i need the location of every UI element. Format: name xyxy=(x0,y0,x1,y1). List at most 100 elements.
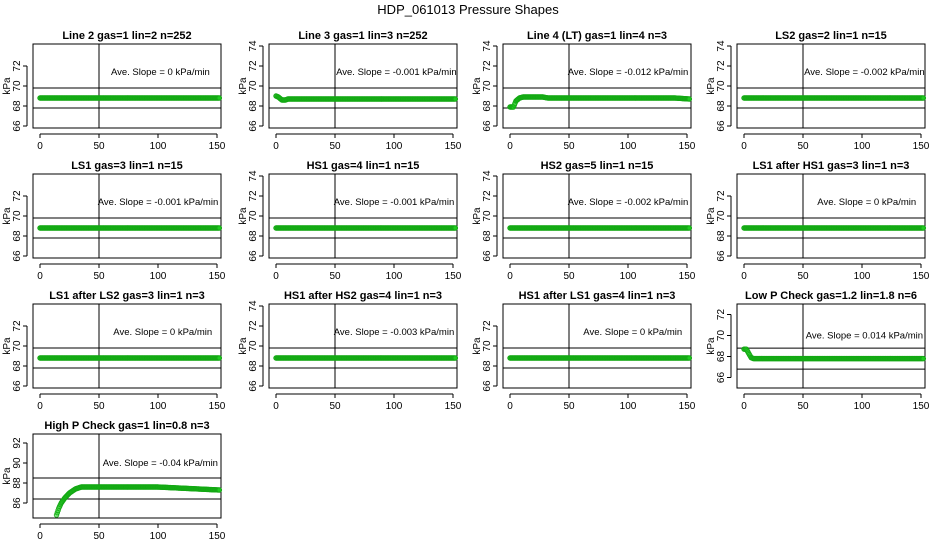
y-tick-label: 72 xyxy=(716,309,727,321)
slope-annotation: Ave. Slope = 0 kPa/min xyxy=(111,67,210,78)
x-tick-label: 150 xyxy=(913,271,930,282)
panel-title: LS1 after LS2 gas=3 lin=1 n=3 xyxy=(49,290,205,302)
panel-2: Line 3 gas=1 lin=3 n=252 0 50 100 150 66 68 70 7… xyxy=(238,30,462,152)
x-tick-label: 150 xyxy=(913,141,930,152)
y-tick-label: 66 xyxy=(248,380,259,392)
data-point xyxy=(216,487,223,493)
x-tick-label: 50 xyxy=(329,141,341,152)
plot-box xyxy=(736,43,926,129)
x-tick-label: 0 xyxy=(507,401,513,412)
slope-annotation: Ave. Slope = -0.001 kPa/min xyxy=(98,197,219,208)
y-tick-label: 72 xyxy=(482,190,493,202)
data-point xyxy=(216,95,223,101)
x-tick-label: 150 xyxy=(679,401,696,412)
panel-12: Low P Check gas=1.2 lin=1.8 n=6 0 50 100 150… xyxy=(706,290,930,412)
x-tick-label: 100 xyxy=(620,271,637,282)
x-tick-label: 0 xyxy=(273,141,279,152)
slope-annotation: Ave. Slope = -0.012 kPa/min xyxy=(568,67,689,78)
data-point xyxy=(452,225,459,231)
x-tick-label: 100 xyxy=(386,271,403,282)
panel-5: LS1 gas=3 lin=1 n=15 0 50 100 150 66 68 70 72 kPa… xyxy=(2,160,226,282)
y-tick-label: 66 xyxy=(248,250,259,262)
y-axis-label: kPa xyxy=(472,337,483,355)
y-tick-label: 70 xyxy=(716,210,727,222)
data-point xyxy=(920,355,927,362)
x-tick-label: 100 xyxy=(150,531,167,540)
x-tick-label: 150 xyxy=(445,271,462,282)
plot-box xyxy=(32,303,222,389)
x-tick-label: 50 xyxy=(563,271,575,282)
y-tick-label: 70 xyxy=(482,210,493,222)
panel-title: Line 4 (LT) gas=1 lin=4 n=3 xyxy=(527,30,667,42)
y-tick-label: 66 xyxy=(482,380,493,392)
x-tick-label: 150 xyxy=(209,531,226,540)
x-tick-label: 100 xyxy=(150,401,167,412)
panel-title: HS1 gas=4 lin=1 n=15 xyxy=(307,160,420,172)
panel-title: High P Check gas=1 lin=0.8 n=3 xyxy=(44,420,209,432)
y-tick-label: 66 xyxy=(12,250,23,262)
y-tick-label: 74 xyxy=(482,40,493,52)
x-tick-label: 150 xyxy=(209,401,226,412)
y-tick-label: 72 xyxy=(482,320,493,332)
y-axis-label: kPa xyxy=(2,467,13,485)
y-tick-label: 66 xyxy=(716,120,727,132)
x-tick-label: 0 xyxy=(507,141,513,152)
y-tick-label: 66 xyxy=(12,120,23,132)
data-point xyxy=(686,355,693,361)
plot-box xyxy=(32,43,222,129)
y-tick-label: 68 xyxy=(482,100,493,112)
x-tick-label: 50 xyxy=(93,401,105,412)
x-tick-label: 100 xyxy=(620,141,637,152)
y-tick-label: 68 xyxy=(716,100,727,112)
y-tick-label: 74 xyxy=(248,170,259,182)
x-tick-label: 100 xyxy=(386,141,403,152)
y-tick-label: 72 xyxy=(12,320,23,332)
x-tick-label: 0 xyxy=(37,141,43,152)
panel-8: LS1 after HS1 gas=3 lin=1 n=3 0 50 100 150 66… xyxy=(706,160,930,282)
y-tick-label: 86 xyxy=(12,497,23,509)
panel-9: LS1 after LS2 gas=3 lin=1 n=3 0 50 100 150 66… xyxy=(2,290,226,412)
y-tick-label: 68 xyxy=(716,351,727,363)
y-tick-label: 72 xyxy=(12,60,23,72)
y-tick-label: 72 xyxy=(716,60,727,72)
plot-box xyxy=(736,173,926,259)
y-axis-label: kPa xyxy=(472,77,483,95)
y-tick-label: 70 xyxy=(12,80,23,92)
x-tick-label: 50 xyxy=(797,141,809,152)
y-tick-label: 90 xyxy=(12,457,23,469)
slope-annotation: Ave. Slope = 0 kPa/min xyxy=(817,197,916,208)
x-tick-label: 0 xyxy=(741,401,747,412)
panel-title: HS1 after HS2 gas=4 lin=1 n=3 xyxy=(284,290,442,302)
y-tick-label: 70 xyxy=(248,80,259,92)
y-tick-label: 68 xyxy=(12,230,23,242)
data-point xyxy=(920,225,927,231)
x-tick-label: 50 xyxy=(93,271,105,282)
data-point xyxy=(686,96,693,102)
y-axis-label: kPa xyxy=(2,337,13,355)
y-tick-label: 68 xyxy=(12,360,23,372)
y-tick-label: 88 xyxy=(12,477,23,489)
slope-annotation: Ave. Slope = 0.014 kPa/min xyxy=(806,331,923,342)
plot-box xyxy=(268,173,458,259)
plot-box xyxy=(268,303,458,389)
y-tick-label: 66 xyxy=(248,120,259,132)
plot-box xyxy=(502,303,692,389)
panel-13: High P Check gas=1 lin=0.8 n=3 0 50 100 150 8… xyxy=(2,420,226,542)
plot-box xyxy=(736,303,926,389)
panel-10: HS1 after HS2 gas=4 lin=1 n=3 0 50 100 150 66… xyxy=(238,290,462,412)
x-tick-label: 150 xyxy=(209,271,226,282)
y-tick-label: 72 xyxy=(482,60,493,72)
panel-title: HS2 gas=5 lin=1 n=15 xyxy=(541,160,654,172)
slope-annotation: Ave. Slope = -0.001 kPa/min xyxy=(336,67,457,78)
x-tick-label: 100 xyxy=(854,271,871,282)
y-axis-label: kPa xyxy=(2,77,13,95)
panel-title: Line 2 gas=1 lin=2 n=252 xyxy=(62,30,191,42)
x-tick-label: 50 xyxy=(797,401,809,412)
x-tick-label: 150 xyxy=(445,401,462,412)
x-tick-label: 150 xyxy=(679,141,696,152)
panel-title: Low P Check gas=1.2 lin=1.8 n=6 xyxy=(745,290,917,302)
plot-box xyxy=(268,43,458,129)
data-point xyxy=(216,355,223,361)
figure-title: HDP_061013 Pressure Shapes xyxy=(377,2,559,17)
plot-box xyxy=(32,173,222,259)
